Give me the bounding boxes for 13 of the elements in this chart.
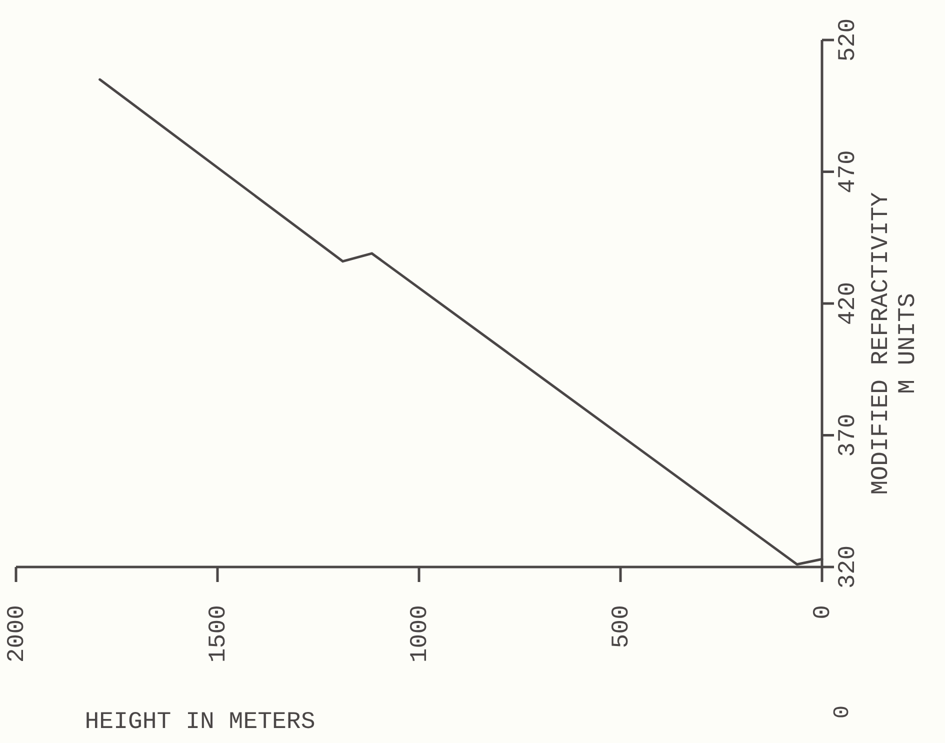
y-tick-label: 320 <box>835 545 862 589</box>
x-tick-label: 1000 <box>407 605 434 663</box>
y-tick-label: 520 <box>835 18 862 62</box>
y-tick-label: 470 <box>835 150 862 194</box>
text: 0 <box>830 705 855 719</box>
x-tick-label: 2000 <box>4 605 31 663</box>
x-tick-label: 500 <box>608 605 636 648</box>
x-axis-title: HEIGHT IN METERS <box>84 709 316 736</box>
x-tick-label: 1500 <box>206 605 232 663</box>
y-axis-title: MODIFIED REFRACTIVITY M UNITS <box>868 192 922 495</box>
y-tick-label: 420 <box>835 282 862 326</box>
y-tick-label: 370 <box>835 414 862 457</box>
x-tick-label: 0 <box>810 605 837 620</box>
